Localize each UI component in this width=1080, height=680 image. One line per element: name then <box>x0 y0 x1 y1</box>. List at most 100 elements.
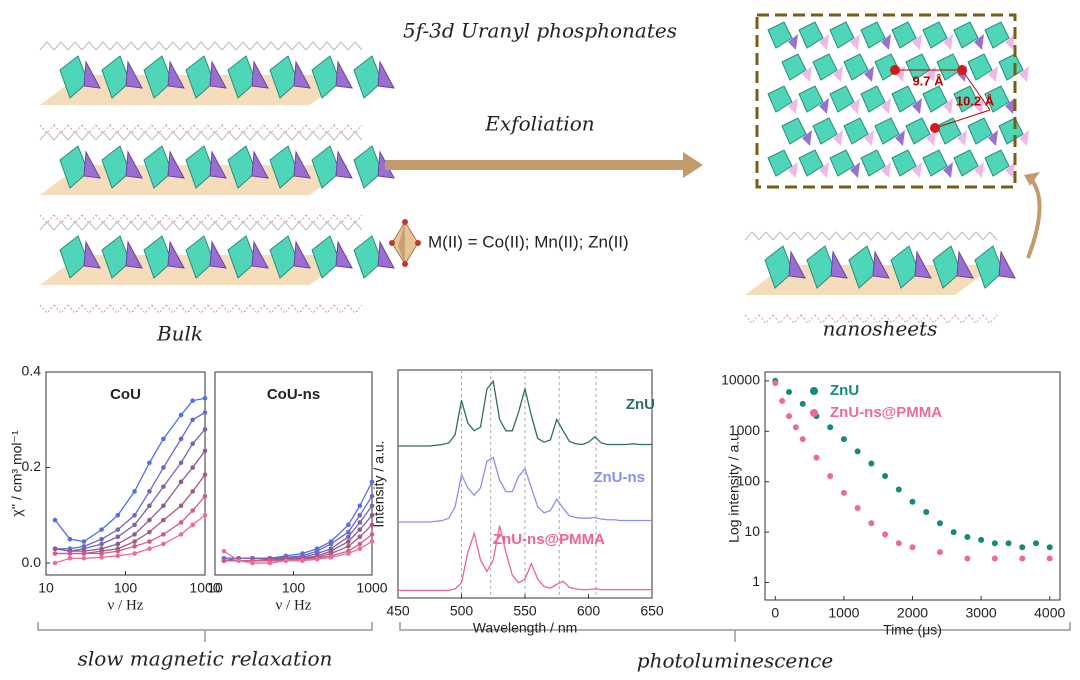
polyhedron <box>850 34 860 50</box>
series-line <box>55 474 206 555</box>
data-point <box>936 549 943 556</box>
data-point <box>346 522 351 528</box>
polyhedron <box>293 60 311 89</box>
ligand <box>277 41 293 51</box>
polyhedron <box>943 98 953 114</box>
ligand <box>319 221 335 231</box>
ligand <box>207 214 223 224</box>
ligand <box>333 214 349 224</box>
data-point <box>936 520 943 527</box>
polyhedron <box>974 162 984 178</box>
data-point <box>369 532 375 537</box>
polyhedron <box>833 130 843 146</box>
x-tick-label: 10 <box>38 580 54 596</box>
ligand <box>263 41 279 51</box>
y-tick-label: 10 <box>744 523 760 539</box>
data-point <box>190 417 195 423</box>
data-point <box>283 558 289 563</box>
x-axis-label: ν / Hz <box>276 597 312 613</box>
ligand <box>968 314 984 324</box>
polyhedron <box>956 250 974 279</box>
ligand <box>305 304 321 314</box>
ligand <box>828 314 844 324</box>
ligand <box>319 131 335 141</box>
ligand <box>305 214 321 224</box>
data-point <box>161 503 166 509</box>
data-point <box>346 534 351 540</box>
data-point <box>161 484 166 489</box>
ligand <box>179 41 195 51</box>
polyhedron <box>1019 66 1029 82</box>
polyhedron <box>967 53 993 81</box>
ligand <box>123 214 139 224</box>
ligand <box>263 304 279 314</box>
polyhedron <box>125 60 143 89</box>
layer-band <box>745 265 995 295</box>
ligand <box>193 41 209 51</box>
polyhedron <box>936 117 962 145</box>
data-point <box>178 412 184 418</box>
data-point <box>178 436 184 442</box>
ligand <box>277 221 293 231</box>
polyhedron <box>829 149 855 177</box>
polyhedron <box>905 117 931 145</box>
polyhedron <box>788 34 798 50</box>
data-point <box>99 527 104 532</box>
ligand <box>207 124 223 134</box>
ligand <box>95 304 111 314</box>
ligand <box>249 41 265 51</box>
ligand <box>95 221 111 231</box>
data-point <box>221 548 227 554</box>
polyhedron <box>850 98 860 114</box>
data-point <box>1032 540 1039 547</box>
polyhedron <box>998 117 1024 145</box>
ligand <box>151 124 167 134</box>
polyhedron <box>943 34 953 50</box>
ligand <box>221 221 237 231</box>
polyhedron <box>167 240 185 269</box>
ligand <box>179 131 195 141</box>
ligand <box>235 131 251 141</box>
polyhedron <box>864 130 874 146</box>
ligand <box>347 131 363 141</box>
polyhedron <box>843 117 869 145</box>
data-point <box>854 448 861 455</box>
x-axis-label: ν / Hz <box>108 597 144 613</box>
data-point <box>868 460 875 467</box>
data-point <box>882 531 889 538</box>
atom <box>957 65 967 75</box>
decor <box>39 21 1029 324</box>
ligand <box>165 221 181 231</box>
distance-line <box>895 69 991 129</box>
chart-title: CoU-ns <box>267 386 320 403</box>
data-point <box>328 555 334 560</box>
data-point <box>52 551 58 556</box>
y-axis-label: Intensity / a.u. <box>371 440 387 527</box>
polyhedron <box>998 53 1024 81</box>
data-point <box>178 503 184 509</box>
ligand <box>744 231 760 241</box>
polyhedron <box>293 240 311 269</box>
polyhedron <box>1005 98 1015 114</box>
y-tick-label: 100 <box>737 472 761 488</box>
polyhedron <box>1019 130 1029 146</box>
polyhedron <box>767 85 793 113</box>
x-tick-label: 1000 <box>828 605 859 621</box>
ligand <box>151 221 167 231</box>
ligand <box>305 221 321 231</box>
series-label: ZnU-ns@PMMA <box>493 531 605 548</box>
data-point <box>786 389 793 396</box>
ligand <box>249 221 265 231</box>
data-point <box>115 527 121 532</box>
polyhedron <box>781 53 807 81</box>
ligand <box>137 214 153 224</box>
data-point <box>923 509 930 516</box>
ligand <box>291 214 307 224</box>
data-point <box>161 541 166 547</box>
ligand <box>263 221 279 231</box>
title: 5f-3d Uranyl phosphonates <box>403 19 677 43</box>
data-point <box>1019 544 1026 551</box>
data-point <box>357 541 363 547</box>
ligand <box>884 314 900 324</box>
data-point <box>369 539 375 544</box>
